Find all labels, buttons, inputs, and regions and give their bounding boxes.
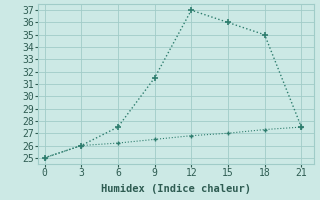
X-axis label: Humidex (Indice chaleur): Humidex (Indice chaleur) <box>101 184 251 194</box>
